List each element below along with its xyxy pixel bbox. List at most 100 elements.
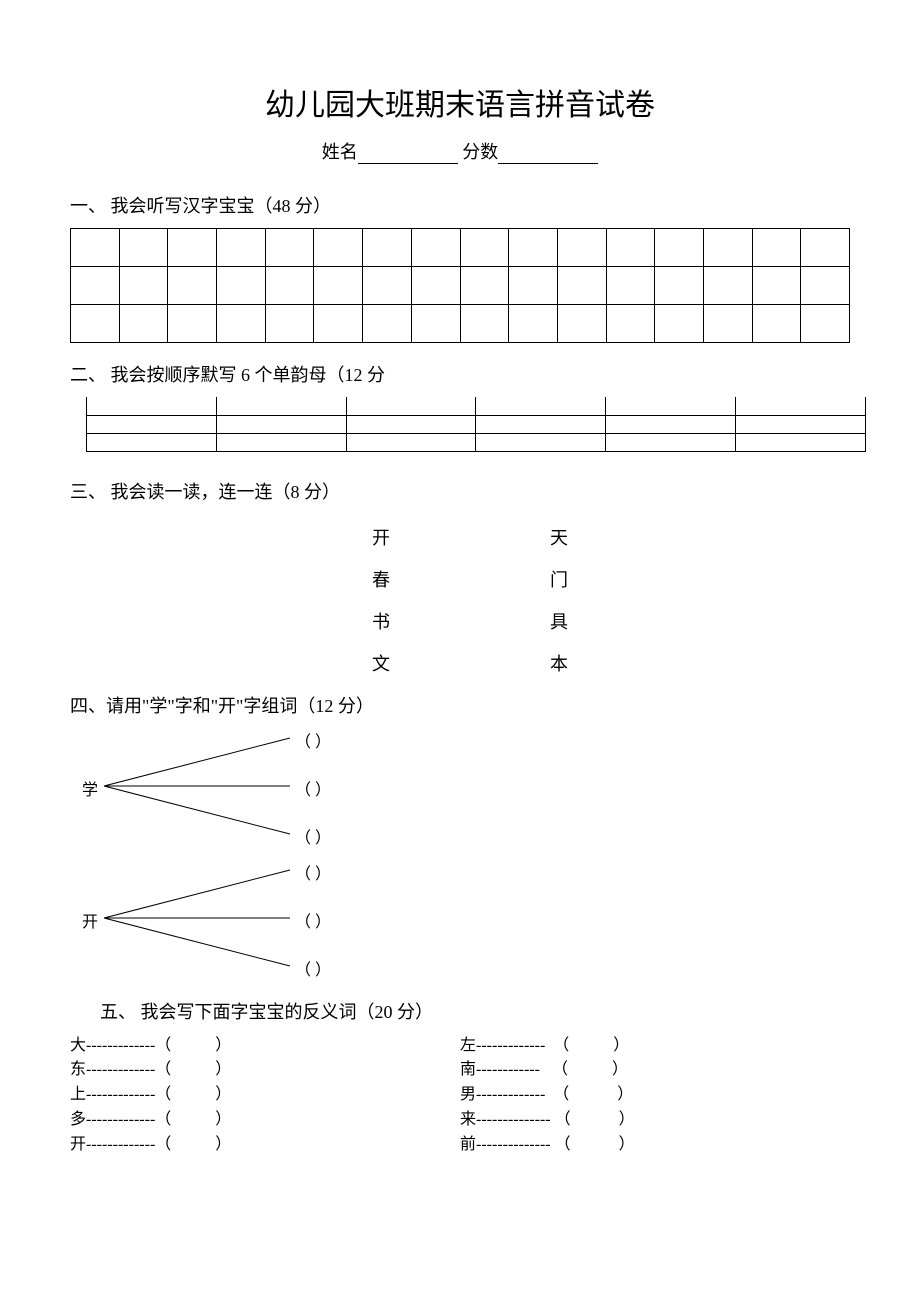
q2-cell[interactable] [606, 397, 736, 415]
q2-cell[interactable] [476, 397, 606, 415]
q4-blank[interactable]: （ ） [295, 824, 331, 848]
q2-cell[interactable] [736, 397, 866, 415]
q1-cell[interactable] [509, 305, 558, 343]
q1-cell[interactable] [411, 229, 460, 267]
q1-cell[interactable] [655, 229, 704, 267]
q4-blank[interactable]: （ ） [295, 860, 331, 884]
q1-cell[interactable] [557, 267, 606, 305]
q1-cell[interactable] [557, 229, 606, 267]
q1-cell[interactable] [509, 267, 558, 305]
q1-cell[interactable] [217, 305, 266, 343]
q1-cell[interactable] [363, 267, 412, 305]
q4-root-char: 学 [82, 776, 98, 800]
q5-item[interactable]: 南------------ （ ） [460, 1058, 850, 1083]
q1-cell[interactable] [314, 229, 363, 267]
q1-cell[interactable] [265, 267, 314, 305]
q1-cell[interactable] [168, 267, 217, 305]
q1-cell[interactable] [460, 229, 509, 267]
q1-cell[interactable] [265, 305, 314, 343]
q2-cell[interactable] [216, 415, 346, 433]
q3-match-list: 开天春门书具文本 [70, 524, 850, 676]
q4-blank[interactable]: （ ） [295, 728, 331, 752]
q2-cell[interactable] [736, 433, 866, 451]
q4-heading: 四、请用"学"字和"开"字组词（12 分） [70, 692, 850, 718]
name-score-row: 姓名 分数 [70, 138, 850, 164]
q1-cell[interactable] [217, 229, 266, 267]
q1-cell[interactable] [606, 229, 655, 267]
q1-cell[interactable] [606, 305, 655, 343]
q4-blank[interactable]: （ ） [295, 776, 331, 800]
q5-item[interactable]: 上-------------（ ） [70, 1083, 460, 1108]
q2-cell[interactable] [606, 415, 736, 433]
q5-item[interactable]: 东-------------（ ） [70, 1058, 460, 1083]
q1-cell[interactable] [801, 267, 850, 305]
q1-cell[interactable] [411, 305, 460, 343]
q1-heading: 一、 我会听写汉字宝宝（48 分） [70, 192, 850, 218]
match-right-char: 具 [410, 608, 670, 634]
match-row: 开天 [70, 524, 850, 550]
q1-cell[interactable] [363, 305, 412, 343]
q5-item[interactable]: 多-------------（ ） [70, 1108, 460, 1133]
name-label: 姓名 [322, 142, 358, 162]
q4-branch-lines [70, 858, 490, 978]
q5-item[interactable]: 左------------- （ ） [460, 1034, 850, 1059]
q1-cell[interactable] [655, 305, 704, 343]
q1-cell[interactable] [703, 229, 752, 267]
match-right-char: 本 [410, 650, 670, 676]
q1-cell[interactable] [314, 305, 363, 343]
q1-cell[interactable] [801, 305, 850, 343]
q1-cell[interactable] [71, 267, 120, 305]
q2-cell[interactable] [346, 397, 476, 415]
q1-cell[interactable] [71, 305, 120, 343]
q5-left-col: 大-------------（ ）东-------------（ ）上-----… [70, 1034, 460, 1158]
q2-heading: 二、 我会按顺序默写 6 个单韵母（12 分 [70, 361, 850, 387]
q1-cell[interactable] [801, 229, 850, 267]
q1-cell[interactable] [752, 267, 801, 305]
q1-cell[interactable] [119, 305, 168, 343]
match-row: 文本 [70, 650, 850, 676]
q1-cell[interactable] [606, 267, 655, 305]
q1-cell[interactable] [363, 229, 412, 267]
q2-cell[interactable] [87, 415, 217, 433]
q1-cell[interactable] [752, 229, 801, 267]
q1-cell[interactable] [509, 229, 558, 267]
q1-cell[interactable] [168, 305, 217, 343]
q5-content: 大-------------（ ）东-------------（ ）上-----… [70, 1034, 850, 1158]
q2-cell[interactable] [476, 415, 606, 433]
q5-item[interactable]: 前-------------- （ ） [460, 1133, 850, 1158]
name-blank[interactable] [358, 144, 458, 164]
q1-cell[interactable] [655, 267, 704, 305]
q1-cell[interactable] [411, 267, 460, 305]
q5-item[interactable]: 开-------------（ ） [70, 1133, 460, 1158]
q1-cell[interactable] [217, 267, 266, 305]
q5-item[interactable]: 来-------------- （ ） [460, 1108, 850, 1133]
q1-cell[interactable] [557, 305, 606, 343]
q4-blank[interactable]: （ ） [295, 908, 331, 932]
q1-cell[interactable] [71, 229, 120, 267]
q1-cell[interactable] [314, 267, 363, 305]
q2-cell[interactable] [346, 415, 476, 433]
score-blank[interactable] [498, 144, 598, 164]
q1-cell[interactable] [703, 305, 752, 343]
q2-cell[interactable] [606, 433, 736, 451]
q4-groups: 学（ ）（ ）（ ）开（ ）（ ）（ ） [70, 726, 850, 978]
q5-item[interactable]: 男------------- （ ） [460, 1083, 850, 1108]
q2-cell[interactable] [216, 433, 346, 451]
q1-cell[interactable] [119, 229, 168, 267]
q1-cell[interactable] [460, 305, 509, 343]
q1-cell[interactable] [168, 229, 217, 267]
q2-cell[interactable] [736, 415, 866, 433]
q2-cell[interactable] [346, 433, 476, 451]
q5-item[interactable]: 大-------------（ ） [70, 1034, 460, 1059]
q2-cell[interactable] [87, 397, 217, 415]
q1-cell[interactable] [703, 267, 752, 305]
q4-blank[interactable]: （ ） [295, 956, 331, 980]
q2-cell[interactable] [476, 433, 606, 451]
match-left-char: 文 [70, 650, 410, 676]
q2-cell[interactable] [216, 397, 346, 415]
q1-cell[interactable] [460, 267, 509, 305]
q1-cell[interactable] [265, 229, 314, 267]
q1-cell[interactable] [119, 267, 168, 305]
q1-cell[interactable] [752, 305, 801, 343]
q2-cell[interactable] [87, 433, 217, 451]
